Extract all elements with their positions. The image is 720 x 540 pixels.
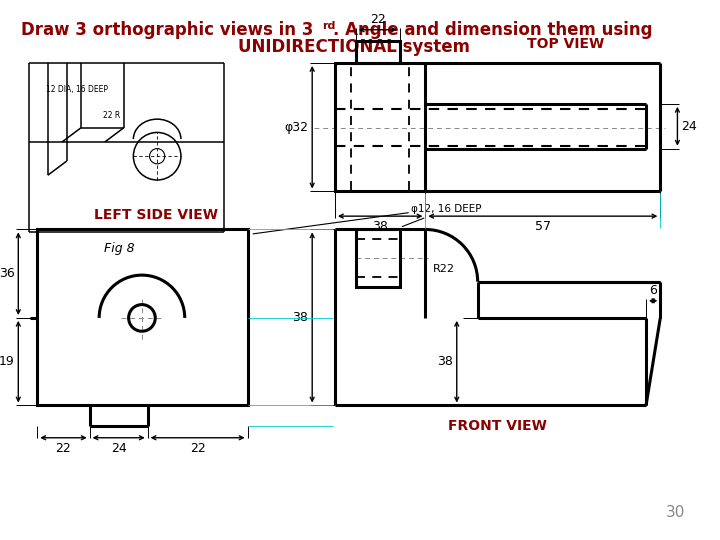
Bar	[356, 230, 400, 287]
Text: FRONT VIEW: FRONT VIEW	[449, 418, 547, 433]
Text: 22: 22	[55, 442, 71, 455]
Text: 12 DIA, 16 DEEP: 12 DIA, 16 DEEP	[46, 85, 108, 93]
Text: . Angle and dimension them using: . Angle and dimension them using	[333, 21, 652, 39]
Text: 6: 6	[649, 284, 657, 297]
Text: 19: 19	[0, 355, 14, 368]
Text: 22: 22	[370, 13, 386, 26]
Text: 30: 30	[666, 504, 685, 519]
Text: φ32: φ32	[284, 121, 308, 134]
Text: Draw 3 orthographic views in 3: Draw 3 orthographic views in 3	[21, 21, 313, 39]
Text: R22: R22	[433, 264, 455, 274]
Bar	[335, 63, 426, 191]
Bar	[37, 230, 248, 406]
Text: φ12, 16 DEEP: φ12, 16 DEEP	[402, 204, 482, 227]
Text: 38: 38	[292, 311, 308, 324]
Text: 24: 24	[681, 120, 697, 133]
Text: 36: 36	[0, 267, 14, 280]
Text: UNIDIRECTIONAL system: UNIDIRECTIONAL system	[238, 38, 470, 56]
Text: rd: rd	[322, 21, 335, 31]
Text: LEFT SIDE VIEW: LEFT SIDE VIEW	[94, 208, 218, 222]
Text: Fig 8: Fig 8	[104, 242, 135, 255]
Text: 24: 24	[111, 442, 127, 455]
Text: TOP VIEW: TOP VIEW	[526, 37, 604, 51]
Text: 22: 22	[189, 442, 205, 455]
Text: 22 R: 22 R	[103, 111, 120, 120]
Text: 38: 38	[372, 220, 388, 233]
Text: 57: 57	[535, 220, 551, 233]
Text: 38: 38	[437, 355, 453, 368]
Bar	[356, 41, 400, 63]
